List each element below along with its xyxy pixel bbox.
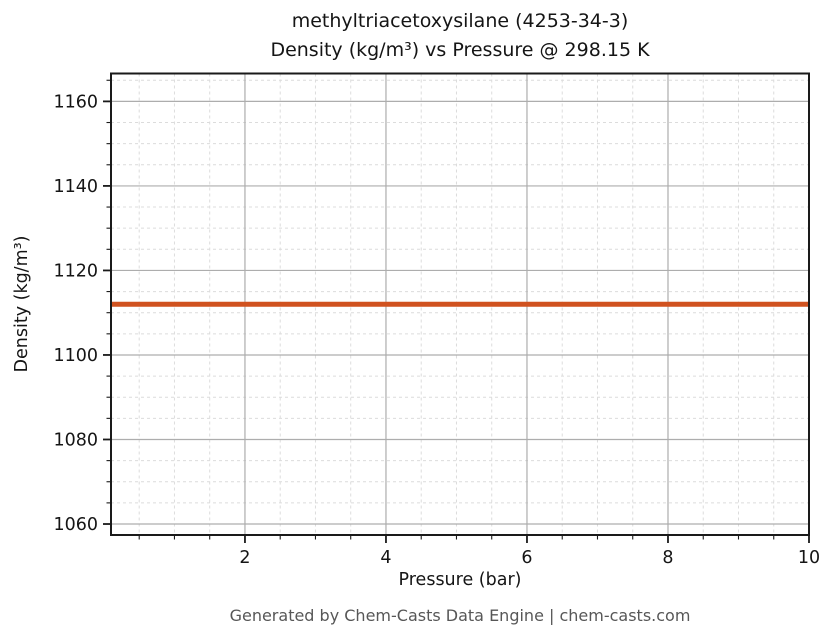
footer-text: Generated by Chem-Casts Data Engine | ch… [229,606,691,625]
x-tick-label: 10 [798,548,820,568]
y-tick-label: 1060 [53,515,98,535]
chart-title-line2: Density (kg/m³) vs Pressure @ 298.15 K [270,39,650,61]
y-tick-label: 1100 [53,346,98,366]
x-tick-label: 6 [521,548,532,568]
x-axis-label: Pressure (bar) [398,570,522,590]
y-tick-label: 1080 [53,430,98,450]
y-tick-label: 1140 [53,177,98,197]
chart-title: methyltriacetoxysilane (4253-34-3) Densi… [111,7,809,65]
y-axis-label: Density (kg/m³) [12,235,32,373]
x-tick-label: 8 [662,548,673,568]
x-tick-label: 4 [380,548,391,568]
x-tick-label: 2 [239,548,250,568]
chart-title-line1: methyltriacetoxysilane (4253-34-3) [291,10,629,32]
y-tick-label: 1160 [53,92,98,112]
plot-border [110,72,810,536]
y-tick-label: 1120 [53,261,98,281]
